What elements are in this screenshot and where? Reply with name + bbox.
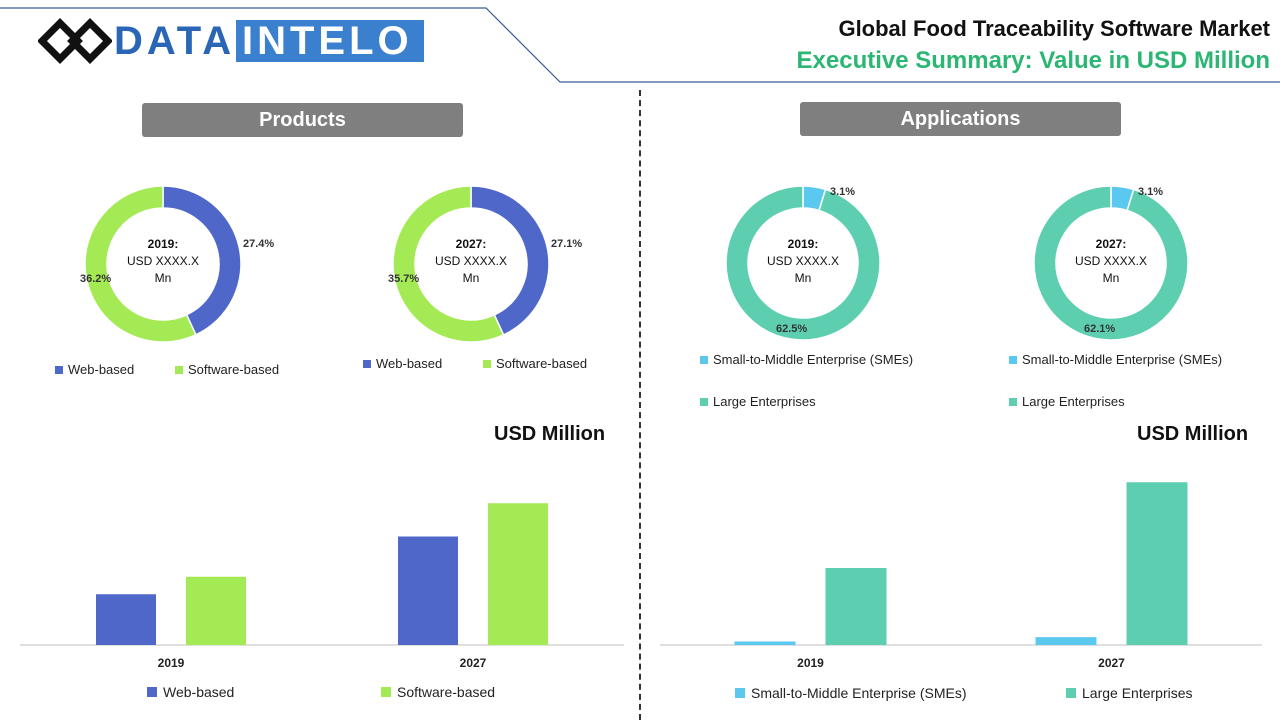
- legend-label: Large Enterprises: [1022, 394, 1125, 409]
- x-tick-label-2027: 2027: [460, 656, 487, 670]
- donut-slice-software-based: [84, 185, 197, 343]
- applications-section-header: Applications: [800, 102, 1121, 136]
- donut-center-value: USD XXXX.X: [1074, 254, 1148, 268]
- legend-item-software-based: Software-based: [483, 356, 587, 371]
- legend-item-sme: Small-to-Middle Enterprise (SMEs): [700, 352, 913, 367]
- legend-label: Software-based: [188, 362, 280, 377]
- applications-donut-2019: [725, 185, 881, 341]
- slice-label-web-based: 27.4%: [243, 238, 275, 250]
- donut-center-label: 2027: USD XXXX.X Mn: [1061, 236, 1161, 287]
- products-section-header: Products: [142, 103, 463, 137]
- legend-label: Small-to-Middle Enterprise (SMEs): [1022, 352, 1223, 367]
- slice-label-software-based: 36.2%: [80, 273, 112, 285]
- page-subtitle: Executive Summary: Value in USD Million: [796, 47, 1270, 74]
- legend-swatch: [147, 687, 157, 697]
- legend-swatch: [700, 355, 708, 364]
- legend-item-sme: Small-to-Middle Enterprise (SMEs): [1009, 352, 1222, 367]
- applications-bar-unit-label: USD Million: [1137, 423, 1249, 445]
- x-tick-label-2019: 2019: [797, 656, 824, 670]
- legend-label: Web-based: [163, 684, 235, 700]
- legend-item-software-based: Software-based: [175, 362, 279, 377]
- bar-web-based-2019: [96, 594, 156, 645]
- products-bar-unit-label: USD Million: [494, 423, 606, 445]
- legend-item-web-based: Web-based: [363, 356, 442, 371]
- legend-item-sme: Small-to-Middle Enterprise (SMEs): [735, 685, 967, 701]
- legend-label: Software-based: [397, 684, 496, 700]
- donut-center-year: 2027:: [455, 237, 487, 251]
- legend-label: Small-to-Middle Enterprise (SMEs): [713, 352, 914, 367]
- legend-swatch: [381, 687, 391, 697]
- donut-center-unit: Mn: [794, 271, 812, 285]
- donut-slice-software-based: [392, 185, 505, 343]
- legend-label: Software-based: [496, 356, 588, 371]
- donut-center-year: 2019:: [787, 237, 819, 251]
- x-tick-label-2027: 2027: [1098, 656, 1125, 670]
- legend-item-software-based: Software-based: [381, 684, 495, 700]
- legend-label: Small-to-Middle Enterprise (SMEs): [751, 685, 967, 701]
- slice-label-web-based: 27.1%: [551, 238, 583, 250]
- donut-center-label: 2019: USD XXXX.X Mn: [753, 236, 853, 287]
- logo-text-data: DATA: [114, 19, 236, 63]
- legend-item-large-enterprises: Large Enterprises: [1066, 685, 1193, 701]
- legend-item-web-based: Web-based: [147, 684, 234, 700]
- legend-swatch: [1066, 688, 1076, 698]
- legend-label: Web-based: [376, 356, 443, 371]
- legend-swatch: [363, 359, 371, 368]
- slice-label-sme: 3.1%: [830, 186, 856, 198]
- bar-large-enterprises-2019: [825, 568, 887, 645]
- legend-label: Large Enterprises: [713, 394, 816, 409]
- bar-software-based-2019: [186, 576, 246, 645]
- donut-center-value: USD XXXX.X: [126, 254, 200, 268]
- legend-swatch: [700, 397, 708, 406]
- donut-center-unit: Mn: [154, 271, 172, 285]
- donut-center-year: 2019:: [147, 237, 179, 251]
- legend-swatch: [1009, 397, 1017, 406]
- legend-swatch: [1009, 355, 1017, 364]
- donut-center-unit: Mn: [1102, 271, 1120, 285]
- x-tick-label-2019: 2019: [158, 656, 185, 670]
- logo-text-intelo: INTELO: [236, 20, 424, 62]
- bar-web-based-2027: [398, 536, 458, 645]
- applications-donut-2027: [1033, 185, 1189, 341]
- donut-center-value: USD XXXX.X: [766, 254, 840, 268]
- legend-label: Web-based: [68, 362, 135, 377]
- slice-label-software-based: 35.7%: [388, 273, 420, 285]
- legend-swatch: [175, 365, 183, 374]
- legend-swatch: [735, 688, 745, 698]
- slice-label-large-enterprises: 62.1%: [1084, 323, 1116, 335]
- donut-center-year: 2027:: [1095, 237, 1127, 251]
- donut-slice-large-enterprises: [1033, 185, 1189, 341]
- products-donut-2019: [84, 185, 242, 343]
- page-title: Global Food Traceability Software Market: [838, 16, 1270, 41]
- logo-diamond-icon: [38, 18, 112, 64]
- section-divider: [639, 90, 641, 720]
- donut-slice-large-enterprises: [725, 185, 881, 341]
- slice-label-sme: 3.1%: [1138, 186, 1164, 198]
- bar-small-to-middle-enterprise-smes-2019: [734, 641, 796, 645]
- donut-center-unit: Mn: [462, 271, 480, 285]
- bar-small-to-middle-enterprise-smes-2027: [1035, 637, 1097, 645]
- header-decoration: [0, 7, 1280, 83]
- legend-swatch: [483, 359, 491, 368]
- bar-software-based-2027: [488, 503, 548, 645]
- brand-logo: DATA INTELO: [38, 18, 438, 64]
- applications-bar-chart: 2019 2027: [660, 482, 1262, 670]
- donut-center-label: 2027: USD XXXX.X Mn: [421, 236, 521, 287]
- donut-center-value: USD XXXX.X: [434, 254, 508, 268]
- slice-label-large-enterprises: 62.5%: [776, 323, 808, 335]
- legend-item-web-based: Web-based: [55, 362, 134, 377]
- donut-center-label: 2019: USD XXXX.X Mn: [113, 236, 213, 287]
- legend-item-large-enterprises: Large Enterprises: [700, 394, 816, 409]
- legend-label: Large Enterprises: [1082, 685, 1193, 701]
- legend-swatch: [55, 365, 63, 374]
- bar-large-enterprises-2027: [1126, 482, 1188, 645]
- products-bar-chart: 2019 2027: [20, 503, 624, 670]
- legend-item-large-enterprises: Large Enterprises: [1009, 394, 1125, 409]
- products-donut-2027: [392, 185, 550, 343]
